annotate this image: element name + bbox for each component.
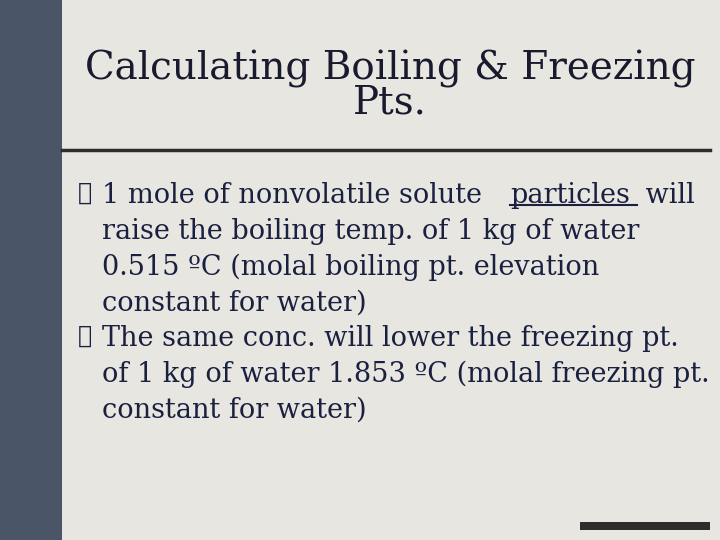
Text: ❖: ❖ (78, 182, 92, 205)
Text: The same conc. will lower the freezing pt.: The same conc. will lower the freezing p… (102, 325, 679, 352)
Text: of 1 kg of water 1.853 ºC (molal freezing pt.: of 1 kg of water 1.853 ºC (molal freezin… (102, 361, 710, 388)
Text: ❖: ❖ (78, 325, 92, 348)
Text: constant for water): constant for water) (102, 289, 366, 316)
Bar (0, 0, 62, 540)
Text: constant for water): constant for water) (102, 396, 366, 423)
Bar (580, 522, 710, 530)
Text: Pts.: Pts. (353, 85, 427, 122)
Text: Calculating Boiling & Freezing: Calculating Boiling & Freezing (85, 50, 696, 88)
Text: 0.515 ºC (molal boiling pt. elevation: 0.515 ºC (molal boiling pt. elevation (102, 253, 599, 281)
Text: raise the boiling temp. of 1 kg of water: raise the boiling temp. of 1 kg of water (102, 218, 639, 245)
Text: particles: particles (510, 182, 630, 209)
Text: will: will (637, 182, 695, 209)
Text: 1 mole of nonvolatile solute: 1 mole of nonvolatile solute (102, 182, 490, 209)
